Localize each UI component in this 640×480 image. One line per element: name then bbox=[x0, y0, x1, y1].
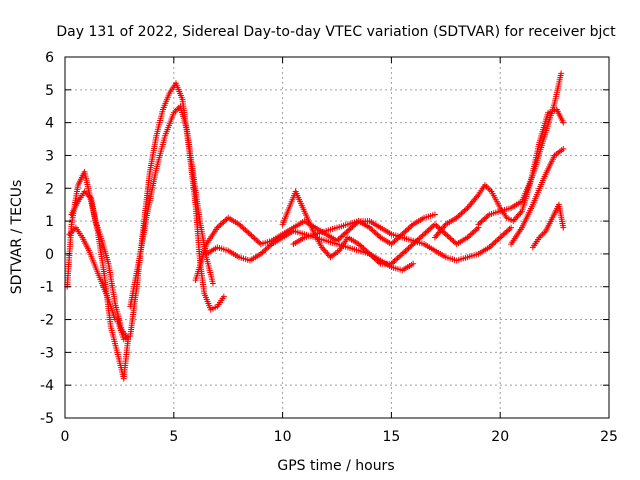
y-tick-label: 5 bbox=[45, 83, 54, 99]
y-tick-label: -5 bbox=[40, 411, 54, 427]
series-track-2 bbox=[68, 188, 132, 343]
y-tick-label: -4 bbox=[40, 378, 54, 394]
series-track-5 bbox=[127, 103, 216, 310]
y-tick-label: -3 bbox=[40, 345, 54, 361]
y-tick-label: 3 bbox=[45, 148, 54, 164]
y-tick-label: -1 bbox=[40, 280, 54, 296]
series-line bbox=[194, 213, 436, 281]
data-point-marker bbox=[431, 211, 438, 218]
x-tick-label: 15 bbox=[382, 429, 400, 445]
data-point-marker bbox=[508, 224, 515, 231]
axis-ticks: 0 5 10 15 20 25 -5 -4 -3 -2 -1 0 1 2 3 4 5 6 bbox=[40, 50, 618, 445]
series-track-7 bbox=[203, 227, 417, 274]
series-line bbox=[129, 105, 214, 307]
data-point-marker bbox=[560, 119, 567, 126]
y-tick-label: 1 bbox=[45, 214, 54, 230]
y-tick-label: 6 bbox=[45, 50, 54, 66]
y-tick-label: 2 bbox=[45, 181, 54, 197]
x-tick-label: 5 bbox=[169, 429, 178, 445]
series-track-12 bbox=[508, 145, 567, 248]
data-point-marker bbox=[560, 145, 567, 152]
grid-lines bbox=[65, 57, 609, 418]
data-point-marker bbox=[558, 70, 565, 77]
data-point-marker bbox=[220, 293, 227, 300]
series-track-11 bbox=[475, 70, 565, 228]
x-tick-label: 0 bbox=[61, 429, 70, 445]
series-track-9 bbox=[290, 218, 515, 264]
chart-title: Day 131 of 2022, Sidereal Day-to-day VTE… bbox=[56, 24, 616, 40]
data-point-marker bbox=[560, 224, 567, 231]
series-track-6 bbox=[192, 211, 438, 284]
x-axis-label: GPS time / hours bbox=[277, 458, 394, 474]
series-line bbox=[70, 190, 129, 340]
y-tick-label: 0 bbox=[45, 247, 54, 263]
y-tick-label: 4 bbox=[45, 116, 54, 132]
x-tick-label: 20 bbox=[491, 429, 509, 445]
series-track-13 bbox=[529, 201, 567, 251]
y-tick-label: -2 bbox=[40, 313, 54, 329]
series-track-3 bbox=[66, 224, 119, 323]
x-tick-label: 25 bbox=[600, 429, 618, 445]
data-point-marker bbox=[209, 280, 216, 287]
data-series bbox=[64, 70, 567, 382]
y-axis-label: SDTVAR / TECUs bbox=[9, 180, 25, 295]
plot-frame bbox=[64, 56, 610, 419]
x-tick-label: 10 bbox=[274, 429, 292, 445]
data-point-marker bbox=[410, 260, 417, 267]
